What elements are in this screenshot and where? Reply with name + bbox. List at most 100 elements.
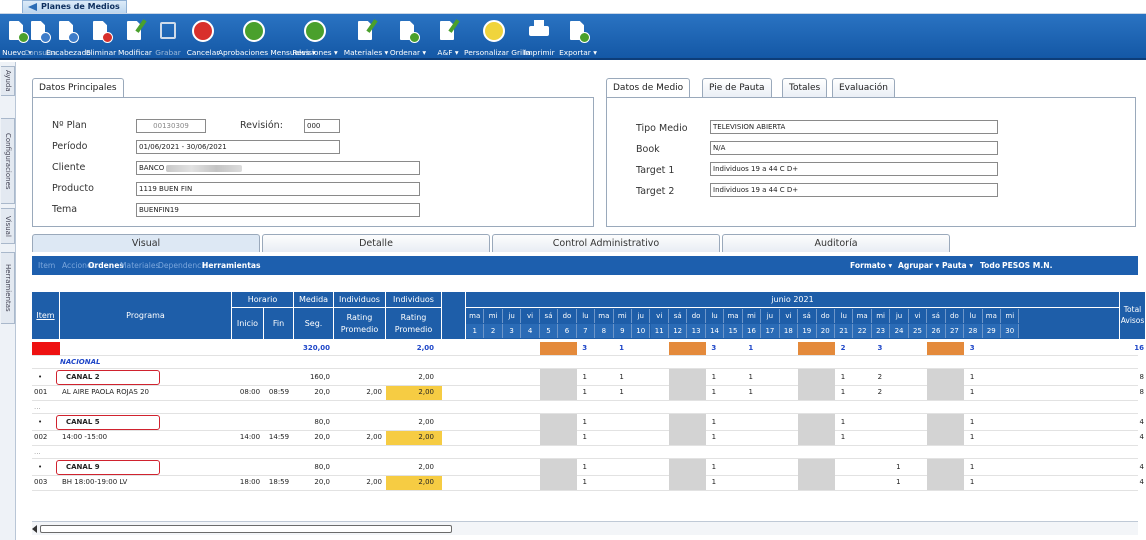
canal-row[interactable]: • CANAL 5 80,0 2,00 1 1 1 1 4	[32, 414, 1144, 431]
toolbar-export-button[interactable]: Exportar ▾	[554, 18, 602, 58]
program-row[interactable]: 002 14:00 -15:00 14:00 14:59 20,0 2,00 2,00 1 1 1…	[32, 431, 1144, 446]
subbar-right-item-0[interactable]: Formato ▾	[850, 261, 893, 270]
producto-field[interactable]: 1119 BUEN FIN	[136, 182, 420, 196]
app-tab[interactable]: Planes de Medios	[22, 0, 127, 13]
subbar-materiales-menu[interactable]: Materiales	[120, 261, 160, 270]
subbar-acciones-menu[interactable]: Acciones	[62, 261, 96, 270]
subbar-right-item-1[interactable]: Agrupar ▾	[898, 261, 940, 270]
toolbar-save-button[interactable]: Grabar	[148, 18, 188, 58]
tab-detalle[interactable]: Detalle	[262, 234, 490, 252]
tab-control-administrativo[interactable]: Control Administrativo	[492, 234, 720, 252]
tab-totales[interactable]: Totales	[782, 78, 828, 98]
subbar-dependencia-menu[interactable]: Dependencia	[158, 261, 209, 270]
tab-visual[interactable]: Visual	[32, 234, 260, 252]
totals-row[interactable]: 320,00 2,00 3 1 3 1 2 3 3 16	[32, 342, 1144, 356]
sidebar-tab-configuraciones[interactable]: Configuraciones	[1, 118, 15, 204]
toolbar-af-button[interactable]: A&F ▾	[424, 18, 472, 58]
day-number-label: 19	[798, 324, 817, 338]
main-toolbar: Nuevo ▾ Consulta Encabezado Eliminar Modific…	[0, 14, 1146, 60]
toolbar-edit-document-button[interactable]: Modificar	[114, 18, 156, 58]
toolbar-customize-grid-button[interactable]: Personalizar Grilla	[464, 18, 531, 58]
tema-label: Tema	[52, 204, 78, 215]
toolbar-order-button[interactable]: Ordenar ▾	[384, 18, 432, 58]
book-field[interactable]: N/A	[710, 141, 998, 155]
totals-ind2: 2,00	[416, 344, 434, 352]
weekend-cell	[816, 476, 835, 490]
day-count: 1	[619, 373, 624, 381]
weekday-label: ma	[724, 309, 743, 323]
day-count: 1	[582, 388, 587, 396]
subbar-ordenes-menu[interactable]: Ordenes	[88, 261, 124, 270]
status-red-marker	[32, 342, 60, 355]
printer-shape	[529, 26, 549, 36]
program-row[interactable]: 001 AL AIRE PAOLA ROJAS 20 08:00 08:59 20,0 2…	[32, 386, 1144, 401]
badge-shape	[18, 32, 29, 43]
weekend-cell	[668, 459, 688, 476]
paper-shape	[534, 20, 544, 26]
sidebar-tab-herramientas[interactable]: Herramientas	[1, 252, 15, 324]
tipo-medio-field[interactable]: TELEVISION ABIERTA	[710, 120, 998, 134]
day-count: 1	[582, 418, 587, 426]
target1-field[interactable]: Individuos 19 a 44 C D+	[710, 162, 998, 176]
canal-row[interactable]: • CANAL 2 160,0 2,00 1 1 1 1 1 2 1 8	[32, 369, 1144, 386]
weekday-label: do	[558, 309, 577, 323]
tema-field[interactable]: BUENFIN19	[136, 203, 420, 217]
scrollbar-thumb[interactable]	[40, 525, 452, 533]
subbar-herramientas-menu[interactable]: Herramientas	[202, 261, 261, 270]
tab-evaluacion[interactable]: Evaluación	[832, 78, 895, 98]
ellipsis-row[interactable]: ...	[32, 446, 1138, 459]
day-count: 1	[840, 433, 846, 441]
group-row[interactable]: NACIONAL	[32, 356, 1138, 369]
horizontal-scrollbar[interactable]	[32, 521, 1138, 535]
weekday-label: vi	[521, 309, 540, 323]
program-seg: 20,0	[314, 388, 330, 396]
toolbar-materials-button[interactable]: Materiales ▾	[340, 18, 392, 58]
toolbar-approve-button[interactable]: Aprobaciones Mensuales ▾	[218, 18, 316, 58]
day-count: 1	[711, 373, 717, 381]
plan-label: Nº Plan	[52, 120, 87, 131]
query-document-icon	[29, 20, 51, 43]
subbar-item-menu[interactable]: Item	[38, 261, 56, 270]
weekend-cell	[927, 476, 946, 490]
weekend-cell	[668, 476, 688, 490]
day-number-label: 17	[761, 324, 780, 338]
sidebar-tab-visual[interactable]: Visual	[1, 208, 15, 244]
canal-ind2: 2,00	[418, 418, 434, 426]
tab-datos-de-medio[interactable]: Datos de Medio	[606, 78, 691, 98]
weekday-label: mi	[1001, 309, 1020, 323]
revision-field[interactable]: 000	[304, 119, 340, 133]
toolbar-review-button[interactable]: Revisiones ▾	[282, 18, 348, 58]
periodo-field[interactable]: 01/06/2021 - 30/06/2021	[136, 140, 340, 154]
weekday-label: ju	[761, 309, 780, 323]
weekend-cell	[558, 476, 577, 490]
toolbar-header-document-button[interactable]: Encabezado	[46, 18, 91, 58]
sidebar-tab-ayuda[interactable]: Ayuda	[1, 66, 15, 96]
toolbar-query-document-button[interactable]: Consulta	[24, 18, 56, 58]
weekend-cell	[927, 459, 946, 476]
subbar-right-item-2[interactable]: Pauta ▾	[942, 261, 974, 270]
subbar-right-item-4[interactable]: PESOS M.N.	[1002, 261, 1053, 270]
tab-pie-de-pauta[interactable]: Pie de Pauta	[702, 78, 772, 98]
weekend-cell	[927, 369, 946, 386]
tab-datos-principales[interactable]: Datos Principales	[32, 78, 124, 98]
target2-field[interactable]: Individuos 19 a 44 C D+	[710, 183, 998, 197]
floppy-shape	[160, 22, 176, 39]
rating-highlight-cell	[386, 386, 442, 400]
canal-row[interactable]: • CANAL 9 80,0 2,00 1 1 1 1 4	[32, 459, 1144, 476]
canal-medida: 160,0	[309, 373, 330, 381]
ellipsis-row[interactable]: ...	[32, 401, 1138, 414]
individuos2-header: Individuos	[386, 292, 442, 308]
programa-header: Programa	[60, 292, 232, 340]
weekday-label: lu	[835, 309, 854, 323]
program-row[interactable]: 003 BH 18:00-19:00 LV 18:00 18:59 20,0 2,00 2,…	[32, 476, 1144, 491]
tab-auditoria[interactable]: Auditoría	[722, 234, 950, 252]
weekday-label: ju	[632, 309, 651, 323]
cliente-field[interactable]: BANCO	[136, 161, 420, 175]
toolbar-print-button[interactable]: Imprimir	[516, 18, 562, 58]
toolbar-new-document-button[interactable]: Nuevo ▾	[2, 18, 32, 58]
toolbar-delete-document-button[interactable]: Eliminar	[80, 18, 122, 58]
subbar-right-item-3[interactable]: Todo	[980, 261, 1001, 270]
weekend-cell	[798, 414, 817, 431]
toolbar-cancel-button[interactable]: Cancelar	[180, 18, 226, 58]
scroll-left-icon[interactable]	[32, 525, 37, 533]
